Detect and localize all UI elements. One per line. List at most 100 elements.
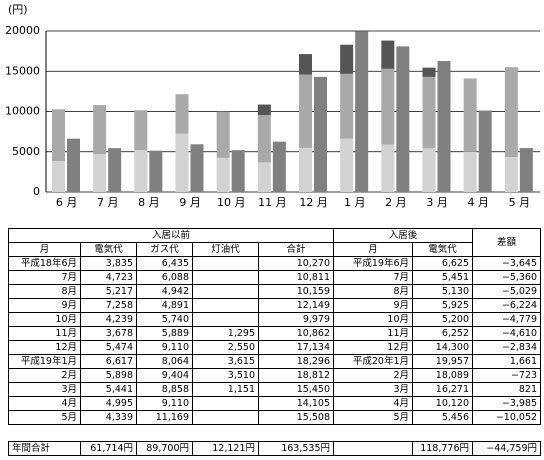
x-tick-label: 9 月	[179, 196, 201, 209]
bar-segment	[463, 151, 477, 192]
cell: 6,435	[136, 256, 193, 271]
data-row: 9月 7,258 4,891 12,149 9月 5,925 −6,224	[8, 298, 542, 313]
cell: 1,151	[192, 382, 259, 397]
cell: 平成20年1月	[333, 354, 414, 369]
y-tick-label: 5000	[12, 145, 40, 158]
cell: 11,169	[136, 410, 193, 425]
data-row: 11月 3,678 5,889 1,295 10,862 11月 6,252 −4,610	[8, 326, 542, 341]
cell: 4,891	[136, 298, 193, 313]
bar-segment	[504, 67, 518, 158]
x-tick-label: 8 月	[138, 196, 160, 209]
bar-segment	[340, 73, 354, 139]
cell: 9,404	[136, 368, 193, 383]
group-header: 入居以前	[7, 228, 335, 243]
cell: 7,258	[80, 298, 137, 313]
cell: −10,052	[472, 410, 542, 425]
cell: −44,759円	[472, 441, 541, 456]
group-header: 入居後	[333, 228, 474, 243]
bar-segment	[504, 157, 518, 192]
x-tick-label: 10 月	[217, 196, 246, 209]
cell: 9月	[8, 298, 81, 313]
column-header: 電気代	[412, 242, 474, 257]
bar-segment	[422, 76, 436, 149]
header-row: 月電気代 ガス代 灯油代 合計月電気代	[8, 242, 541, 257]
header-row: 入居以前 入居後 差額	[7, 228, 542, 257]
x-tick-label: 7 月	[97, 196, 119, 209]
cell: 平成18年6月	[8, 256, 81, 271]
data-row: 7月 4,723 6,088 10,811 7月 5,451 −5,360	[8, 270, 542, 285]
bar-segment	[134, 150, 148, 192]
cell: 12月	[333, 340, 414, 355]
bar-segment	[381, 40, 395, 69]
cell: 10,811	[257, 270, 335, 285]
cell: 7月	[8, 270, 81, 285]
bar-segment	[396, 46, 410, 193]
bar-segment	[340, 44, 354, 74]
x-tick-label: 2 月	[385, 196, 407, 209]
cell: 3,678	[80, 326, 137, 341]
cell: 89,700円	[136, 441, 193, 456]
column-header: 月	[8, 242, 81, 257]
cell: 9,110	[136, 396, 193, 411]
cell: 5,898	[80, 368, 137, 383]
group-header: 差額	[472, 228, 542, 257]
bar-segment	[108, 148, 122, 192]
bar-segment	[216, 111, 230, 158]
cell: 10,862	[257, 326, 335, 341]
cell: 61,714円	[80, 441, 137, 456]
bar-segment	[67, 138, 80, 192]
cell: 5,217	[80, 284, 137, 299]
cell: −3,645	[472, 256, 542, 271]
cell: 12月	[8, 340, 81, 355]
x-tick-label: 12 月	[299, 196, 328, 209]
cell: 163,535円	[258, 441, 334, 456]
cell	[192, 270, 259, 285]
cell: 5,130	[412, 284, 474, 299]
cell: 2月	[333, 368, 414, 383]
cell: 1,661	[472, 354, 542, 369]
x-tick-label: 6 月	[56, 196, 78, 209]
bar-segment	[340, 138, 354, 192]
cell	[192, 256, 259, 271]
data-row: 12月 5,474 9,110 2,550 17,134 12月 14,300 −2,834	[8, 340, 542, 355]
cell: 11月	[8, 326, 81, 341]
cell: 8,064	[136, 354, 193, 369]
cell: 18,812	[257, 368, 335, 383]
cell: 6,617	[80, 354, 137, 369]
bar-segment	[134, 110, 148, 151]
column-header: 電気代	[80, 242, 137, 257]
cell: 8月	[333, 284, 414, 299]
cell: 4,942	[136, 284, 193, 299]
cell: 16,271	[412, 382, 474, 397]
cell: 7月	[333, 270, 414, 285]
cell: 14,300	[412, 340, 474, 355]
cell: −4,610	[472, 326, 542, 341]
cell: 5,740	[136, 312, 193, 327]
cell: 4,239	[80, 312, 137, 327]
bar-segment	[437, 61, 451, 193]
cell: 5月	[8, 410, 81, 425]
bar-segment	[52, 109, 65, 162]
cell: 5,889	[136, 326, 193, 341]
cell: 10月	[333, 312, 414, 327]
cell: 821	[472, 382, 542, 397]
data-table: 入居以前 入居後 差額月電気代 ガス代 灯油代 合計月電気代 平成18年6月 3,835 6,4…	[7, 228, 542, 425]
x-tick-label: 3 月	[426, 196, 448, 209]
x-tick-label: 11 月	[258, 196, 287, 209]
cell: 10,120	[412, 396, 474, 411]
bar-segment	[190, 144, 204, 192]
bar-segment	[381, 144, 395, 192]
cell: −2,834	[472, 340, 542, 355]
cell: 3,615	[192, 354, 259, 369]
x-tick-label: 1 月	[344, 196, 366, 209]
bar-segment	[478, 110, 492, 192]
column-header: 合計	[257, 242, 335, 257]
cell: 9,979	[257, 312, 335, 327]
cell	[192, 312, 259, 327]
cell	[192, 284, 259, 299]
cell: 5,925	[412, 298, 474, 313]
cell: 2月	[8, 368, 81, 383]
cell: 5,200	[412, 312, 474, 327]
cell: 9,110	[136, 340, 193, 355]
